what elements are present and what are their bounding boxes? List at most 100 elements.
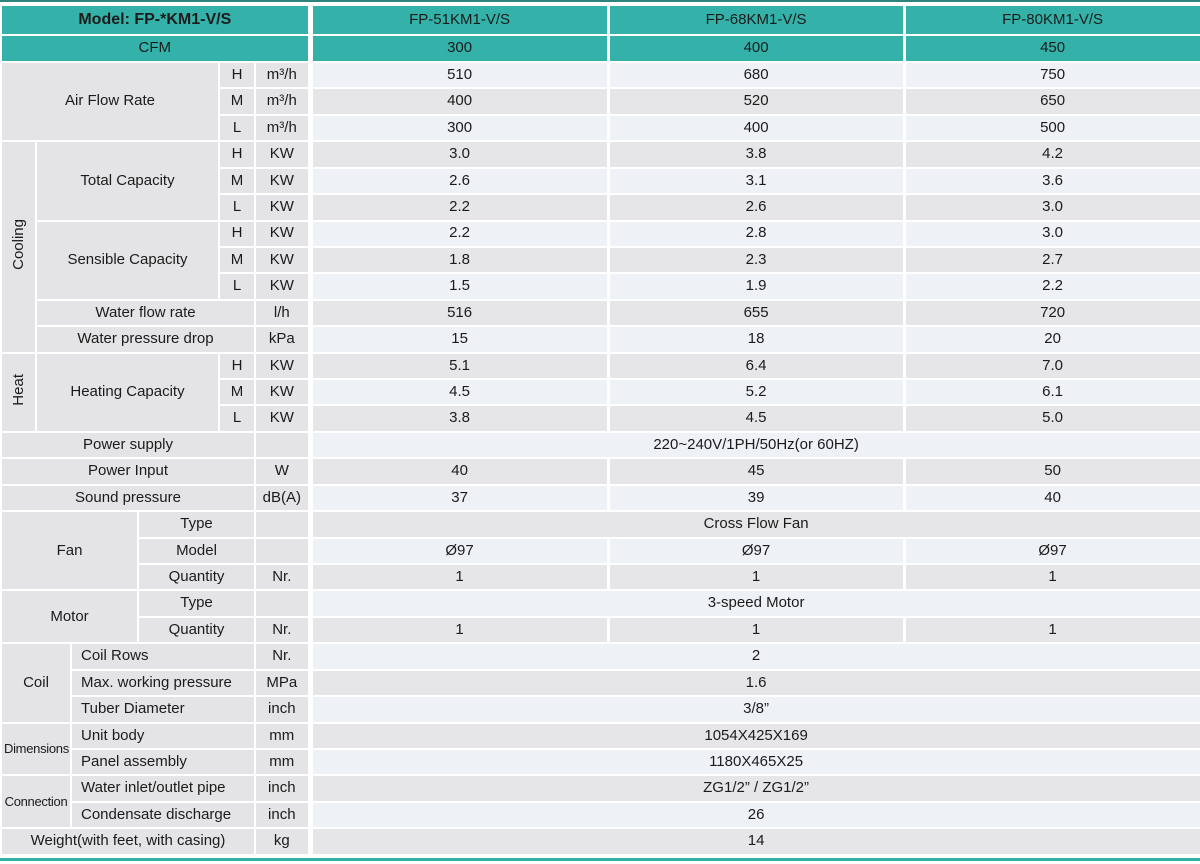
value-cell: 1 xyxy=(606,615,906,645)
value-cell: 400 xyxy=(606,113,906,143)
unit-cell: KW xyxy=(253,219,313,248)
row-fan-model: Model Ø97 Ø97 Ø97 xyxy=(1,536,1200,566)
spanned-value-cell: 1180X465X25 xyxy=(308,747,1200,777)
unit-cell: KW xyxy=(253,272,313,301)
unit-cell: KW xyxy=(253,193,313,222)
unit-cell: m³/h xyxy=(253,113,313,143)
bottom-gap xyxy=(0,856,1200,858)
value-cell: Ø97 xyxy=(308,536,610,566)
model-name-cell: FP-51KM1-V/S xyxy=(308,4,610,36)
unit-cell: mm xyxy=(253,721,313,750)
value-cell: 37 xyxy=(308,483,610,513)
row-label-water-pressure-drop: Water pressure drop xyxy=(35,325,256,354)
row-water-pressure-drop: Water pressure drop kPa 15 18 20 xyxy=(1,325,1200,354)
row-water-flow-rate: Water flow rate l/h 516 655 720 xyxy=(1,298,1200,328)
unit-cell: dB(A) xyxy=(253,483,313,513)
value-cell: 2.8 xyxy=(606,219,906,248)
row-label-water-flow-rate: Water flow rate xyxy=(35,298,256,328)
unit-cell: inch xyxy=(253,800,313,830)
value-cell: 1 xyxy=(902,562,1200,592)
unit-cell: KW xyxy=(253,404,313,433)
value-cell: Ø97 xyxy=(902,536,1200,566)
group-label-coil: Coil xyxy=(0,642,72,724)
value-cell: 400 xyxy=(308,87,610,116)
section-label-cooling: Cooling xyxy=(0,140,37,354)
unit-cell-empty xyxy=(253,536,313,566)
spanned-value-cell: 220~240V/1PH/50Hz(or 60HZ) xyxy=(308,430,1200,460)
spanned-value-cell: 26 xyxy=(308,800,1200,830)
value-cell: 6.4 xyxy=(606,351,906,381)
unit-cell: m³/h xyxy=(253,87,313,116)
row-label-air-flow-rate: Air Flow Rate xyxy=(0,60,220,143)
row-condensate-discharge: Condensate discharge inch 26 xyxy=(1,800,1200,830)
sub-label-fan-quantity: Quantity xyxy=(137,562,256,592)
value-cell: 1 xyxy=(308,562,610,592)
speed-label-cell: L xyxy=(218,193,256,222)
sub-label-fan-type: Type xyxy=(137,510,256,539)
spanned-value-cell: 3-speed Motor xyxy=(308,589,1200,618)
row-sound-pressure: Sound pressure dB(A) 37 39 40 xyxy=(0,483,1200,513)
row-total-capacity-h: Cooling Total Capacity H KW 3.0 3.8 4.2 xyxy=(0,140,1200,354)
cfm-value-cell: 300 xyxy=(308,34,610,63)
sub-label-tube-diameter: Tuber Diameter xyxy=(70,695,256,724)
sub-label-unit-body: Unit body xyxy=(70,721,256,750)
row-weight: Weight(with feet, with casing) kg 14 xyxy=(0,827,1200,856)
value-cell: 5.0 xyxy=(902,404,1200,433)
spanned-value-cell: 14 xyxy=(308,827,1200,856)
value-cell: 39 xyxy=(606,483,906,513)
value-cell: 3.0 xyxy=(308,140,610,169)
cfm-label-cell: CFM xyxy=(0,34,313,63)
value-cell: 1.9 xyxy=(606,272,906,301)
speed-label-cell: H xyxy=(218,60,256,90)
spanned-value-cell: Cross Flow Fan xyxy=(308,510,1200,539)
unit-cell: KW xyxy=(253,351,313,381)
model-name-cell: FP-80KM1-V/S xyxy=(902,4,1200,36)
value-cell: 1 xyxy=(308,615,610,645)
value-cell: 2.2 xyxy=(308,193,610,222)
section-label-heat: Heat xyxy=(0,351,37,433)
value-cell: 15 xyxy=(308,325,610,354)
group-label-connection: Connection xyxy=(0,774,72,830)
value-cell: 4.2 xyxy=(902,140,1200,169)
row-heating-capacity-h: Heat Heating Capacity H KW 5.1 6.4 7.0 xyxy=(0,351,1200,433)
unit-cell: Nr. xyxy=(253,615,313,645)
spanned-value-cell: 1054X425X169 xyxy=(308,721,1200,750)
unit-cell: m³/h xyxy=(253,60,313,90)
unit-cell: KW xyxy=(253,245,313,275)
value-cell: 4.5 xyxy=(606,404,906,433)
value-cell: 2.2 xyxy=(902,272,1200,301)
row-coil-rows: Coil Coil Rows Nr. 2 xyxy=(0,642,1200,724)
model-name-cell: FP-68KM1-V/S xyxy=(606,4,906,36)
cfm-value-cell: 400 xyxy=(606,34,906,63)
speed-label-cell: M xyxy=(218,166,256,196)
value-cell: 3.6 xyxy=(902,166,1200,196)
value-cell: Ø97 xyxy=(606,536,906,566)
value-cell: 2.2 xyxy=(308,219,610,248)
value-cell: 516 xyxy=(308,298,610,328)
speed-label-cell: L xyxy=(218,113,256,143)
group-label-dimensions: Dimensions xyxy=(0,721,72,777)
row-fan-type: Fan Type Cross Flow Fan xyxy=(0,510,1200,592)
speed-label-cell: M xyxy=(218,378,256,407)
value-cell: 2.3 xyxy=(606,245,906,275)
unit-cell-empty xyxy=(253,430,313,460)
unit-cell: inch xyxy=(253,774,313,803)
sub-label-motor-quantity: Quantity xyxy=(137,615,256,645)
row-coil-tube-diameter: Tuber Diameter inch 3/8” xyxy=(1,695,1200,724)
unit-cell-empty xyxy=(253,510,313,539)
value-cell: 3.8 xyxy=(606,140,906,169)
value-cell: 6.1 xyxy=(902,378,1200,407)
speed-label-cell: M xyxy=(218,245,256,275)
unit-cell: kPa xyxy=(253,325,313,354)
value-cell: 18 xyxy=(606,325,906,354)
sub-label-coil-rows: Coil Rows xyxy=(70,642,256,671)
row-power-supply: Power supply 220~240V/1PH/50Hz(or 60HZ) xyxy=(0,430,1200,460)
row-power-input: Power Input W 40 45 50 xyxy=(0,457,1200,486)
row-water-inlet-outlet: Connection Water inlet/outlet pipe inch … xyxy=(0,774,1200,830)
speed-label-cell: L xyxy=(218,272,256,301)
speed-label-cell: M xyxy=(218,87,256,116)
value-cell: 510 xyxy=(308,60,610,90)
group-label-motor: Motor xyxy=(0,589,139,645)
value-cell: 1.5 xyxy=(308,272,610,301)
unit-cell: KW xyxy=(253,140,313,169)
